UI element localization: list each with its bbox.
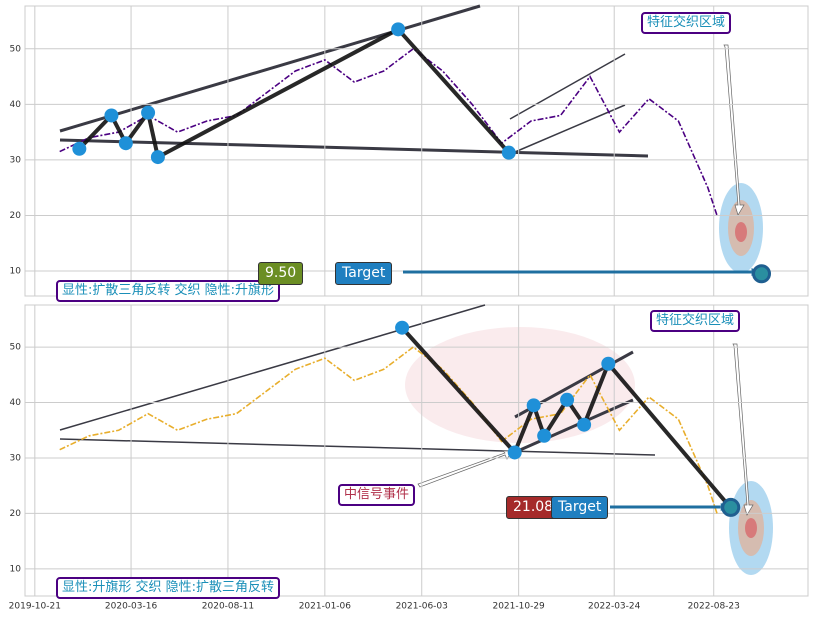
pivot-point (577, 417, 592, 432)
pivot-point (507, 445, 522, 460)
zone-label: 特征交织区域 (650, 310, 741, 332)
y-tick-label: 40 (10, 100, 22, 110)
x-tick-label: 2019-10-21 (9, 602, 61, 612)
y-tick-label: 30 (10, 453, 22, 463)
y-tick-label: 10 (10, 564, 22, 574)
pivot-point (391, 22, 406, 37)
trend-line (509, 53, 626, 120)
pointer-arrow (732, 343, 754, 516)
pivot-point (501, 145, 516, 160)
price-line (59, 47, 718, 216)
pattern-label: 显性:升旗形 交织 隐性:扩散三角反转 (56, 577, 281, 599)
price-line (59, 346, 718, 514)
trend-line (59, 438, 656, 456)
pivot-point (104, 108, 119, 123)
x-tick-label: 2022-08-23 (688, 602, 740, 612)
target-label: Target (551, 496, 609, 519)
target-point (752, 264, 772, 284)
x-tick-label: 2021-10-29 (492, 602, 545, 612)
event-label: 中信号事件 (338, 484, 416, 506)
zone-ellipse (735, 222, 747, 242)
y-tick-label: 20 (10, 509, 22, 519)
target-value: 21.08 (506, 496, 561, 519)
zone-label: 特征交织区域 (641, 12, 732, 34)
pivot-point (118, 136, 133, 151)
panel-frame (24, 304, 809, 597)
pivot-point (526, 398, 541, 413)
y-tick-label: 10 (10, 267, 22, 277)
zigzag (400, 326, 733, 510)
x-tick-label: 2020-08-11 (202, 602, 254, 612)
y-tick-label: 50 (10, 343, 22, 353)
target-value: 9.50 (258, 262, 304, 285)
pivot-point (141, 105, 156, 120)
x-tick-label: 2022-03-24 (588, 602, 641, 612)
target-label: Target (335, 262, 393, 285)
y-tick-label: 20 (10, 211, 22, 221)
target-point (721, 497, 741, 517)
x-tick-label: 2021-01-06 (299, 602, 352, 612)
trend-line (59, 4, 481, 133)
pivot-point (150, 150, 165, 165)
pattern-label: 显性:扩散三角反转 交织 隐性:升旗形 (56, 280, 281, 302)
x-tick-label: 2020-03-16 (105, 602, 158, 612)
y-tick-label: 50 (10, 44, 22, 54)
trend-line (514, 104, 626, 153)
pivot-point (537, 428, 552, 443)
zone-ellipse (745, 518, 757, 538)
pivot-point (601, 356, 616, 371)
pivot-point (72, 141, 87, 156)
y-tick-label: 40 (10, 398, 22, 408)
pivot-point (395, 320, 410, 335)
trend-line (59, 138, 649, 158)
x-tick-label: 2021-06-03 (396, 602, 448, 612)
pivot-point (560, 392, 575, 407)
y-tick-label: 30 (10, 155, 22, 165)
